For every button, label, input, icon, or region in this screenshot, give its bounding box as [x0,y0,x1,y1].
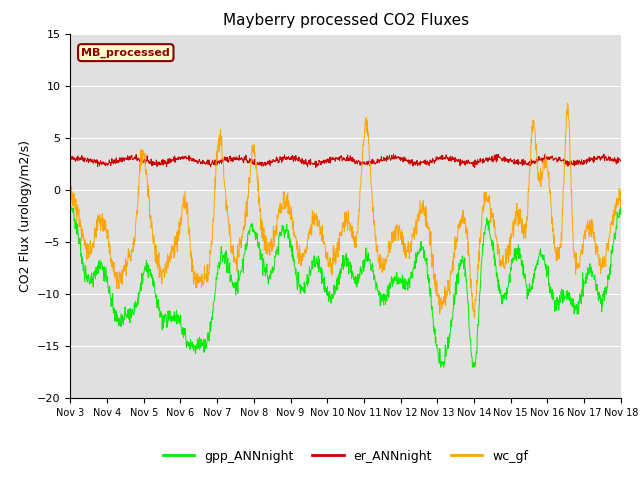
gpp_ANNnight [132,299,140,304]
Text: MB_processed: MB_processed [81,48,170,58]
er_ANNnight [67,156,74,161]
Line: gpp_ANNnight: gpp_ANNnight [70,201,621,367]
wc_gf [380,267,387,273]
wc_gf [67,202,74,207]
wc_gf [564,101,572,107]
er_ANNnight [321,157,329,163]
Line: wc_gf: wc_gf [70,104,621,317]
wc_gf [300,254,308,260]
gpp_ANNnight [312,264,319,270]
Legend: gpp_ANNnight, er_ANNnight, wc_gf: gpp_ANNnight, er_ANNnight, wc_gf [158,445,533,468]
Title: Mayberry processed CO2 Fluxes: Mayberry processed CO2 Fluxes [223,13,468,28]
er_ANNnight [300,157,308,163]
wc_gf [321,244,329,250]
gpp_ANNnight [109,304,117,310]
wc_gf [132,230,140,236]
er_ANNnight [312,158,319,164]
er_ANNnight [471,165,479,170]
Y-axis label: CO2 Flux (urology/m2/s): CO2 Flux (urology/m2/s) [19,140,31,292]
er_ANNnight [109,159,117,165]
er_ANNnight [600,151,608,157]
gpp_ANNnight [436,364,444,370]
gpp_ANNnight [300,286,308,291]
wc_gf [470,314,478,320]
er_ANNnight [132,154,140,159]
wc_gf [109,264,117,270]
gpp_ANNnight [67,198,74,204]
gpp_ANNnight [321,284,329,290]
gpp_ANNnight [380,302,387,308]
gpp_ANNnight [617,205,625,211]
wc_gf [617,199,625,204]
er_ANNnight [617,158,625,164]
Line: er_ANNnight: er_ANNnight [70,154,621,168]
er_ANNnight [380,155,387,161]
wc_gf [312,213,319,218]
